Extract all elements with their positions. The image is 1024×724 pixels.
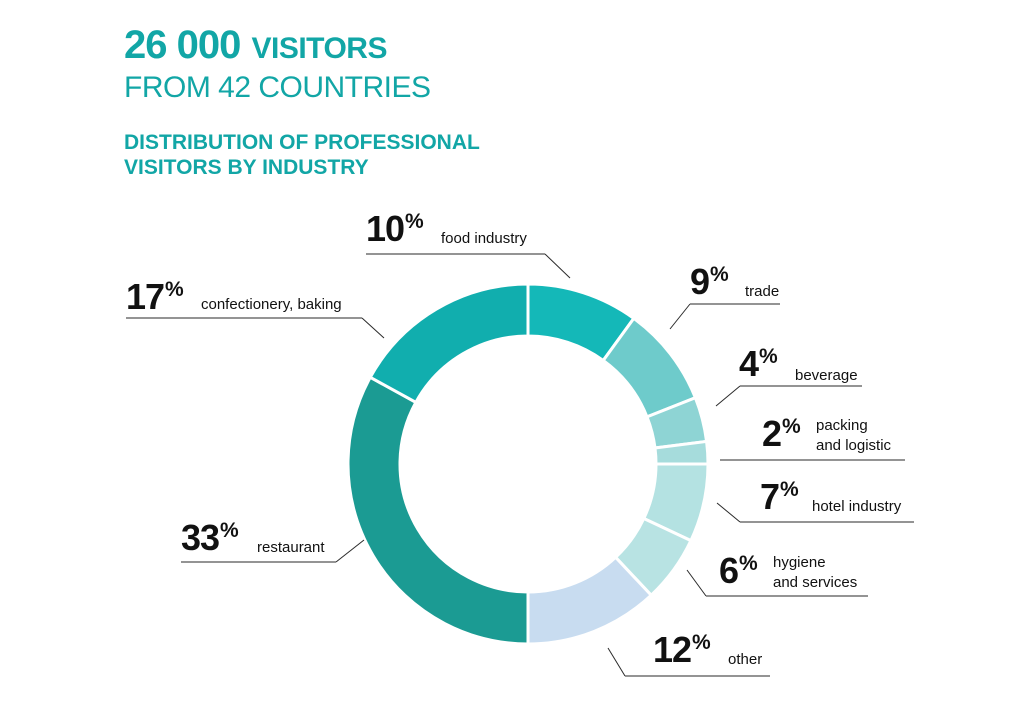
- leader-diagonal-confectionery: [361, 317, 385, 339]
- pct-food-industry: 10%: [366, 208, 424, 249]
- label-beverage: beverage: [795, 367, 858, 384]
- label-packing-line-2: and logistic: [816, 437, 892, 454]
- pct-confectionery-baking: 17%: [126, 276, 184, 317]
- pct-hygiene-services: 6%: [719, 550, 758, 591]
- leader-diagonal-other: [607, 647, 626, 677]
- label-confectionery-baking: confectionery, baking: [201, 296, 342, 313]
- pct-beverage: 4%: [739, 343, 778, 384]
- label-food-industry: food industry: [441, 230, 527, 247]
- donut-slice-restaurant: [346, 375, 530, 646]
- headline-visitors: 26 000 VISITORS: [124, 22, 387, 72]
- subtitle-line-1: DISTRIBUTION OF PROFESSIONAL: [124, 131, 480, 154]
- leader-diagonal-trade: [669, 303, 691, 330]
- pct-trade: 9%: [690, 261, 729, 302]
- chart-subtitle: DISTRIBUTION OF PROFESSIONAL VISITORS BY…: [124, 130, 480, 180]
- label-trade: trade: [745, 283, 780, 300]
- label-hotel-industry: hotel industry: [812, 498, 902, 515]
- label-hygiene-line-2: and services: [773, 574, 858, 591]
- label-restaurant: restaurant: [257, 539, 325, 556]
- leader-diagonal-hygiene-services: [686, 569, 707, 597]
- leader-diagonal-hotel-industry: [716, 502, 741, 523]
- donut-slice-confectionery-baking: [368, 282, 530, 405]
- subtitle-line-2: VISITORS BY INDUSTRY: [124, 156, 369, 179]
- leader-diagonal-food-industry: [544, 253, 571, 279]
- leader-diagonal-beverage: [715, 385, 741, 407]
- label-hygiene-line-1: hygiene: [773, 554, 826, 571]
- visitors-word: VISITORS: [251, 32, 387, 65]
- label-other: other: [728, 651, 763, 668]
- headline-countries: FROM 42 COUNTRIES: [124, 71, 431, 104]
- pct-other: 12%: [653, 629, 711, 670]
- pct-hotel-industry: 7%: [760, 476, 799, 517]
- visitors-count: 26 000: [124, 23, 241, 67]
- leader-diagonal-restaurant: [335, 539, 365, 563]
- pct-packing-logistic: 2%: [762, 413, 801, 454]
- pct-restaurant: 33%: [181, 517, 239, 558]
- label-packing-line-1: packing: [816, 417, 868, 434]
